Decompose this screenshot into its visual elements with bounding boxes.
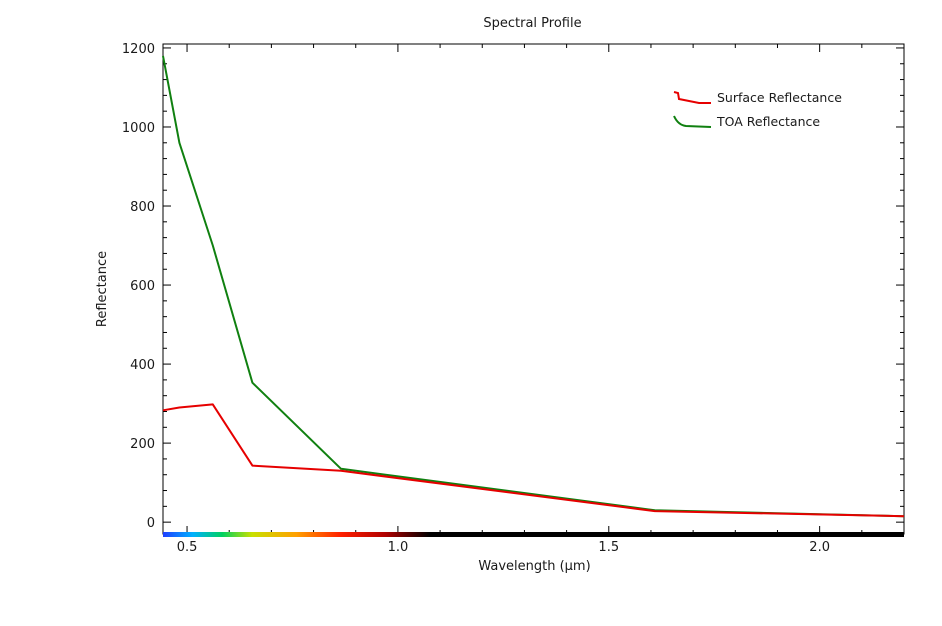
y-tick-label: 1200 xyxy=(122,42,155,57)
y-tick-label: 200 xyxy=(130,437,155,452)
wavelength-spectrum-bar xyxy=(163,532,904,537)
x-tick-label: 1.5 xyxy=(598,540,619,555)
y-tick-label: 800 xyxy=(130,200,155,215)
legend-swatch-surface-reflectance xyxy=(673,91,711,104)
legend: Surface Reflectance TOA Reflectance xyxy=(673,90,842,129)
x-tick-label: 2.0 xyxy=(809,540,830,555)
y-tick-label: 400 xyxy=(130,358,155,373)
y-tick-label: 0 xyxy=(147,516,155,531)
y-tick-label: 600 xyxy=(130,279,155,294)
legend-swatch-toa-reflectance xyxy=(673,115,712,128)
series-lines xyxy=(162,55,905,518)
y-axis-title: Reflectance xyxy=(95,251,110,327)
axis-ticks: 0 200 400 600 800 1000 1200 0.5 1.0 1.5 2.0 xyxy=(122,42,905,555)
legend-label-surface-reflectance: Surface Reflectance xyxy=(717,90,842,105)
x-tick-label: 1.0 xyxy=(388,540,409,555)
x-tick-label: 0.5 xyxy=(177,540,198,555)
x-axis-title: Wavelength (μm) xyxy=(478,559,590,574)
legend-label-toa-reflectance: TOA Reflectance xyxy=(716,114,820,129)
series-line-surface-reflectance xyxy=(162,403,905,518)
chart-title: Spectral Profile xyxy=(483,16,581,31)
spectrum-bar-visible xyxy=(163,532,904,537)
y-tick-label: 1000 xyxy=(122,121,155,136)
